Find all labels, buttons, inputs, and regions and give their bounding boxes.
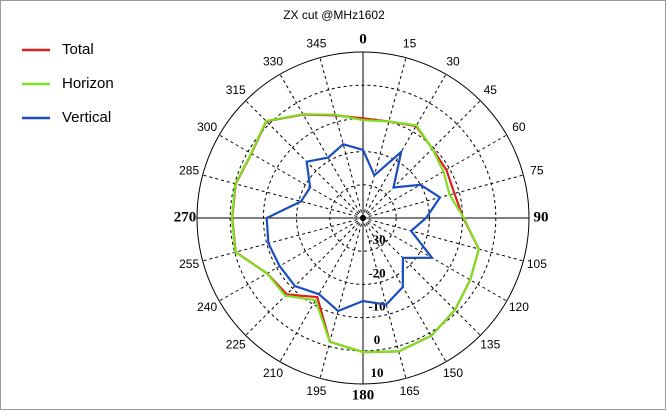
spoke: [279, 217, 364, 363]
theta-tick-label: 105: [527, 257, 547, 271]
spoke: [319, 217, 364, 379]
theta-tick-label: 120: [509, 300, 529, 314]
theta-tick-label: 270: [174, 209, 197, 225]
spoke: [362, 134, 508, 219]
r-tick-label: -10: [368, 299, 385, 314]
series-line: [265, 142, 442, 313]
spoke: [362, 73, 447, 219]
spoke: [362, 174, 524, 219]
r-tick-label: 0: [374, 332, 381, 347]
theta-tick-label: 240: [197, 300, 217, 314]
spoke: [362, 217, 524, 262]
theta-tick-label: 135: [480, 337, 500, 351]
spoke: [279, 73, 364, 219]
r-tick-label: -20: [368, 265, 385, 280]
legend-label: Horizon: [62, 75, 114, 92]
legend-label: Vertical: [62, 109, 111, 126]
theta-tick-label: 255: [179, 257, 199, 271]
theta-tick-label: 195: [306, 384, 326, 398]
spoke: [362, 217, 508, 302]
spoke: [202, 174, 364, 219]
spoke: [362, 217, 481, 336]
theta-tick-label: 150: [443, 366, 463, 380]
legend-label: Total: [62, 41, 94, 58]
theta-tick-label: 15: [403, 36, 417, 50]
spoke: [362, 100, 481, 219]
spoke: [218, 217, 364, 302]
theta-tick-label: 60: [512, 120, 526, 134]
theta-tick-label: 0: [359, 31, 367, 47]
theta-tick-label: 180: [352, 387, 375, 403]
theta-tick-label: 30: [446, 54, 460, 68]
r-tick-label: -30: [368, 232, 385, 247]
theta-tick-label: 45: [484, 83, 498, 97]
theta-tick-label: 285: [179, 164, 199, 178]
chart-title: ZX cut @MHz1602: [283, 8, 385, 22]
spoke: [202, 217, 364, 262]
theta-tick-label: 225: [226, 337, 246, 351]
theta-tick-label: 345: [306, 36, 326, 50]
theta-tick-label: 90: [534, 209, 549, 225]
theta-tick-label: 315: [226, 83, 246, 97]
spoke: [245, 217, 364, 336]
r-tick-label: 10: [371, 365, 384, 380]
spoke: [218, 134, 364, 219]
theta-tick-label: 210: [263, 366, 283, 380]
spoke: [319, 57, 364, 219]
spoke: [362, 217, 447, 363]
theta-tick-label: 330: [263, 54, 283, 68]
theta-tick-label: 165: [400, 384, 420, 398]
theta-tick-label: 75: [530, 164, 544, 178]
theta-tick-label: 300: [197, 120, 217, 134]
spoke: [362, 57, 407, 219]
series-line: [230, 113, 480, 354]
